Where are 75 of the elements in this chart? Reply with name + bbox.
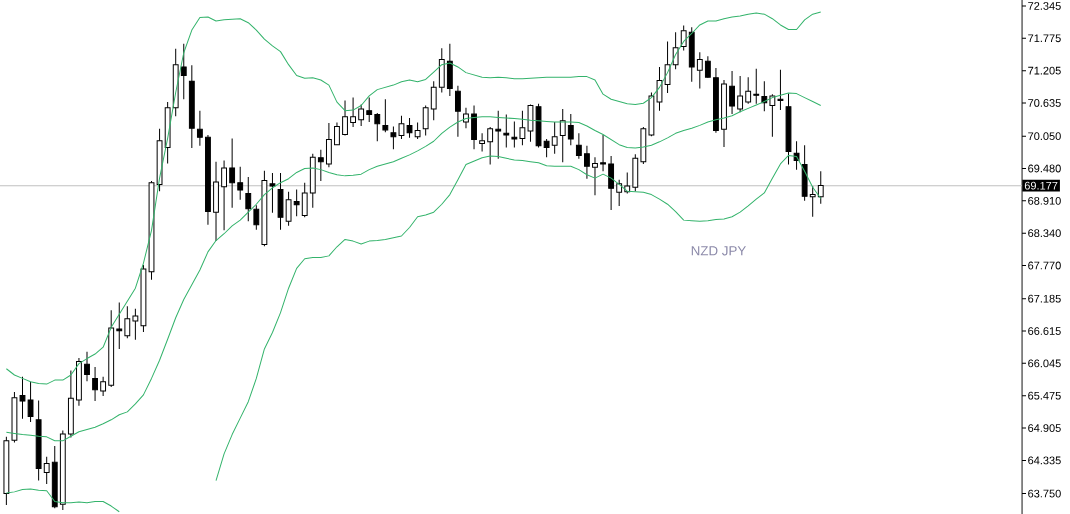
candlestick xyxy=(221,160,227,231)
candlestick xyxy=(567,113,574,146)
candlestick xyxy=(809,185,816,218)
candlestick xyxy=(616,179,623,207)
candlestick xyxy=(253,204,260,231)
y-tick-label: 69.480 xyxy=(1028,164,1061,173)
candlestick xyxy=(737,75,744,113)
candlestick xyxy=(463,107,469,129)
candlestick xyxy=(100,376,107,397)
y-tick-label: 64.335 xyxy=(1028,456,1061,465)
candlestick xyxy=(519,110,526,146)
candlestick xyxy=(334,122,340,146)
y-tick-label: 66.045 xyxy=(1028,359,1061,368)
candlestick xyxy=(704,55,711,79)
y-tick-label: 70.050 xyxy=(1028,132,1061,141)
candlestick xyxy=(479,132,486,152)
candlestick xyxy=(342,99,348,137)
candlestick xyxy=(729,70,735,115)
candlestick xyxy=(559,108,566,163)
candlestick xyxy=(817,170,824,205)
candlestick xyxy=(511,120,518,148)
candlestick xyxy=(503,114,510,148)
y-tick-label: 68.910 xyxy=(1028,196,1061,205)
candlestick xyxy=(301,182,308,218)
candlestick xyxy=(116,301,123,350)
candlestick xyxy=(551,121,558,155)
candlestick xyxy=(124,305,131,339)
candlestick xyxy=(245,176,252,222)
candlestick xyxy=(180,43,187,100)
candlestick xyxy=(358,103,365,127)
ref-line-label: 69.177 xyxy=(1024,181,1058,190)
candlestick xyxy=(592,156,598,196)
candlestick xyxy=(382,98,389,133)
y-tick-label: 71.205 xyxy=(1028,66,1061,75)
candlestick xyxy=(374,112,381,142)
candlestick xyxy=(680,25,687,51)
annotation: NZD JPY xyxy=(691,246,746,256)
y-tick-label: 64.905 xyxy=(1028,424,1061,432)
candlestick xyxy=(317,149,324,182)
y-tick-label: 68.340 xyxy=(1028,229,1061,238)
candlestick xyxy=(285,191,292,227)
candlestick xyxy=(430,80,437,121)
candlestick xyxy=(454,85,461,138)
y-tick-label: 67.185 xyxy=(1028,294,1061,303)
candlestick xyxy=(487,126,494,166)
candlestick xyxy=(229,137,236,209)
candlestick xyxy=(769,93,776,138)
y-tick-label: 66.615 xyxy=(1028,327,1061,335)
candlestick xyxy=(390,126,397,150)
candlestick xyxy=(575,132,582,160)
candlestick xyxy=(543,138,550,158)
y-tick-label: 67.770 xyxy=(1028,261,1061,270)
candlestick xyxy=(366,97,373,123)
y-tick-label: 65.475 xyxy=(1028,391,1061,400)
candlestick xyxy=(196,110,203,147)
y-tick-label: 70.635 xyxy=(1028,99,1061,107)
candlestick xyxy=(696,51,703,89)
candlestick xyxy=(350,97,357,128)
candlestick xyxy=(745,76,752,105)
candlestick xyxy=(777,69,784,111)
candlestick xyxy=(495,110,502,160)
candlestick xyxy=(84,351,90,382)
candlestick xyxy=(422,105,429,137)
candlestick xyxy=(92,366,98,402)
candlestick xyxy=(43,456,50,485)
candlestick xyxy=(600,134,606,172)
y-tick-label: 71.775 xyxy=(1028,34,1061,43)
y-tick-label: 72.345 xyxy=(1028,2,1061,10)
candlestick xyxy=(753,68,760,105)
candlestick xyxy=(269,172,276,214)
y-tick-label: 63.750 xyxy=(1028,489,1061,498)
candlestick xyxy=(237,166,244,201)
candlestick xyxy=(132,308,139,341)
candlestick xyxy=(584,145,590,180)
candlestick xyxy=(293,188,300,217)
